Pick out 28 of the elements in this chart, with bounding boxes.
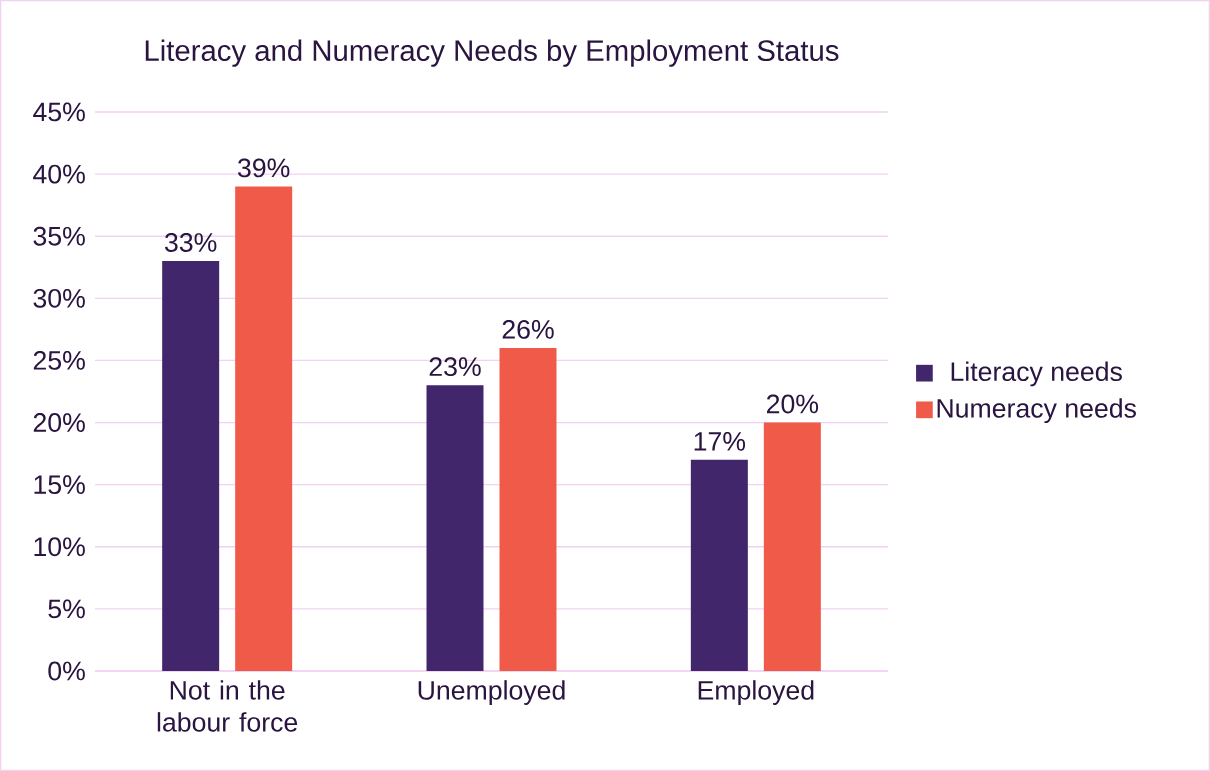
bar [690,459,748,671]
bar [162,261,220,671]
x-tick-label: Unemployed [418,680,565,706]
y-tick-label: 20% [33,413,85,432]
y-tick-label: 25% [33,351,85,370]
data-label: 26% [502,319,554,339]
y-tick-label: 5% [48,599,85,619]
y-tick-label: 45% [33,102,85,122]
bar [235,186,293,671]
data-label: 17% [694,432,746,451]
y-tick-label: 10% [34,537,85,557]
y-tick-label: 0% [48,661,85,681]
legend-label: Numeracy needs [937,398,1136,424]
data-label: 20% [766,394,819,414]
bar [426,385,484,671]
x-tick-label: Not in the labour force [157,680,298,732]
y-tick-label: 35% [33,226,85,246]
bar [499,348,557,671]
data-label: 23% [429,357,481,377]
y-tick-label: 15% [34,475,85,495]
legend-label: Literacy needs [951,361,1122,387]
bar [763,422,821,671]
x-tick-label: Employed [698,680,814,706]
data-label: 33% [165,233,217,252]
y-tick-label: 40% [33,164,85,184]
data-label: 39% [238,158,290,178]
chart-title: Literacy and Numeracy Needs by Employment Status [145,39,839,67]
y-tick-label: 30% [33,288,85,308]
